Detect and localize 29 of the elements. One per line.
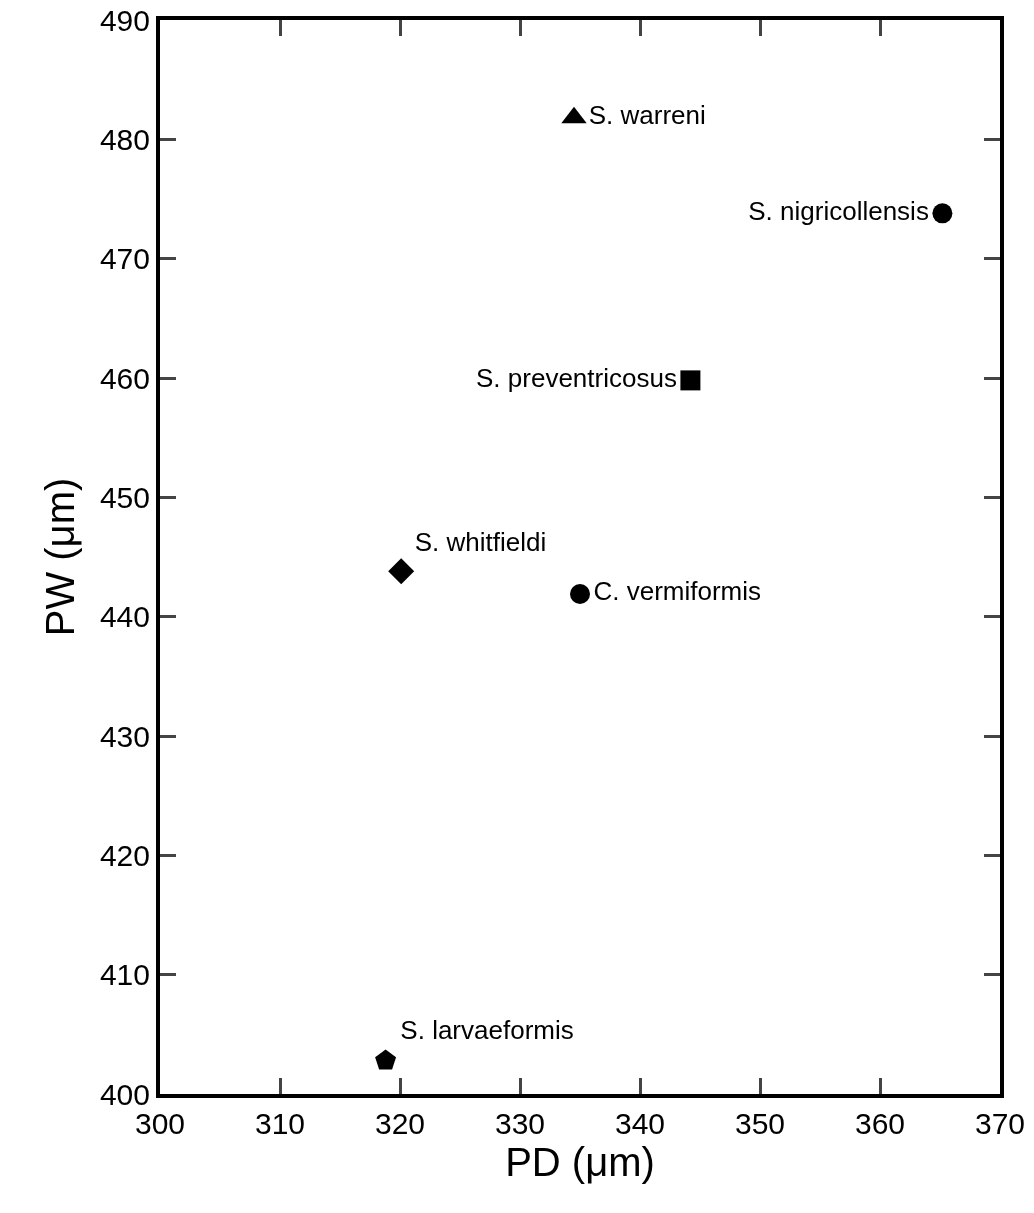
y-tick-label: 440 bbox=[99, 600, 150, 634]
point bbox=[570, 583, 590, 604]
point bbox=[932, 203, 953, 224]
y-tick-label: 480 bbox=[99, 122, 150, 156]
point bbox=[388, 558, 415, 585]
point bbox=[680, 370, 701, 391]
y-tick-label: 420 bbox=[99, 838, 150, 872]
x-tick-label: 360 bbox=[854, 1107, 906, 1140]
x-axis-title: PD (μm) bbox=[505, 1140, 655, 1184]
series-label: S. nigricollensis bbox=[748, 195, 929, 226]
y-tick-label: 470 bbox=[99, 242, 150, 276]
y-tick-label: 430 bbox=[99, 719, 150, 753]
x-tick-label: 340 bbox=[614, 1107, 666, 1140]
series-label: S. larvaeformis bbox=[400, 1015, 574, 1046]
series-label: S. whitfieldi bbox=[414, 527, 547, 558]
y-tick-label: 490 bbox=[99, 3, 150, 37]
x-tick-label: 350 bbox=[734, 1107, 786, 1140]
x-tick-label: 310 bbox=[254, 1107, 306, 1140]
series-label: S. preventricosus bbox=[476, 362, 677, 393]
y-tick-label: 450 bbox=[99, 480, 150, 514]
point bbox=[375, 1049, 397, 1070]
series-label: S. warreni bbox=[588, 100, 706, 131]
series-label: C. vermiformis bbox=[593, 576, 762, 607]
y-tick-label: 460 bbox=[99, 361, 150, 395]
y-tick-label: 410 bbox=[99, 958, 150, 992]
y-axis-title: PW (μm) bbox=[37, 477, 82, 637]
x-tick-label: 330 bbox=[494, 1107, 546, 1140]
x-tick-label: 320 bbox=[374, 1107, 426, 1140]
x-tick-label: 370 bbox=[974, 1107, 1026, 1140]
